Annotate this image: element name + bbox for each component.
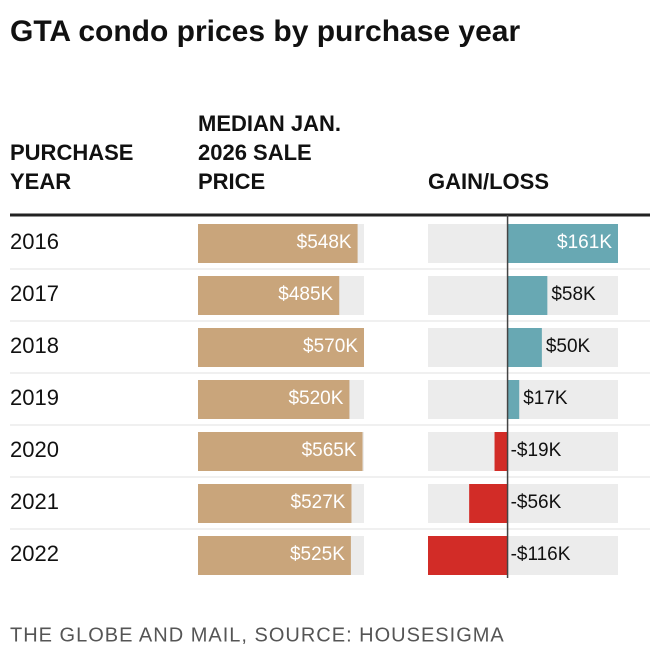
value-label: $17K	[523, 388, 568, 409]
bar-track	[428, 484, 618, 523]
bar	[198, 484, 352, 523]
chart-title: GTA condo prices by purchase year	[10, 15, 520, 48]
value-label: $527K	[291, 492, 346, 513]
value-label: -$19K	[511, 440, 562, 461]
bar	[507, 276, 548, 315]
value-label: $570K	[303, 336, 358, 357]
bar	[507, 380, 520, 419]
bar	[469, 484, 508, 523]
column-header: YEAR	[10, 169, 71, 194]
value-label: $548K	[297, 232, 352, 253]
bar	[198, 224, 358, 263]
bar	[198, 536, 351, 575]
bar	[198, 328, 364, 367]
row-label: 2017	[10, 281, 59, 306]
column-header: 2026 SALE	[198, 140, 312, 165]
value-label: $485K	[278, 284, 333, 305]
bar	[198, 432, 363, 471]
bar	[507, 328, 542, 367]
value-label: -$56K	[511, 492, 562, 513]
row-label: 2019	[10, 385, 59, 410]
bar	[507, 224, 618, 263]
row-label: 2020	[10, 437, 59, 462]
source: THE GLOBE AND MAIL, SOURCE: HOUSESIGMA	[10, 624, 505, 646]
row-label: 2018	[10, 333, 59, 358]
value-label: $565K	[302, 440, 357, 461]
column-header: GAIN/LOSS	[428, 169, 549, 194]
bar	[198, 276, 340, 315]
value-label: $520K	[288, 388, 343, 409]
bar-track	[428, 380, 618, 419]
column-header: PURCHASE	[10, 140, 133, 165]
bar	[198, 380, 350, 419]
row-label: 2016	[10, 229, 59, 254]
bar	[428, 536, 508, 575]
value-label: -$116K	[511, 544, 571, 565]
column-header: PRICE	[198, 169, 265, 194]
column-header: MEDIAN JAN.	[198, 111, 341, 136]
row-label: 2022	[10, 541, 59, 566]
value-label: $50K	[546, 336, 591, 357]
row-label: 2021	[10, 489, 59, 514]
value-label: $525K	[290, 544, 345, 565]
value-label: $58K	[551, 284, 596, 305]
bar-track	[428, 432, 618, 471]
bar	[494, 432, 508, 471]
value-label: $161K	[557, 232, 612, 253]
